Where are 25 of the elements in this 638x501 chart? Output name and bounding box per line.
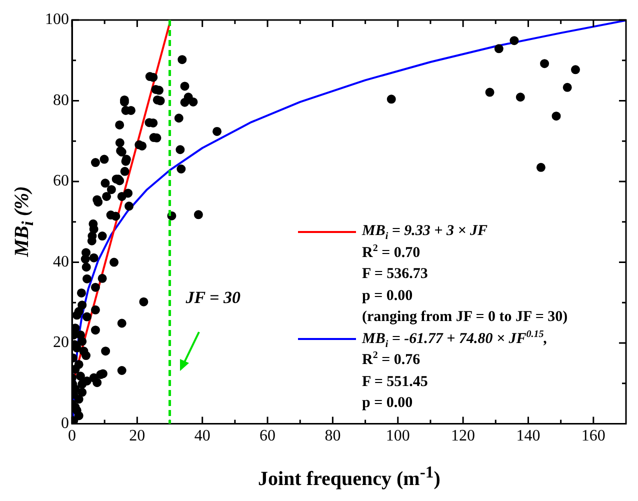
annotation: (ranging from JF = 0 to JF = 30)	[361, 308, 568, 327]
x-tick-label: 140	[516, 428, 540, 445]
x-tick-label: 80	[324, 428, 341, 445]
annotation: p = 0.00	[361, 394, 414, 413]
x-tick-label: 100	[386, 428, 410, 445]
x-tick-label: 40	[194, 428, 210, 445]
annotation: F = 536.73	[361, 265, 429, 284]
legend-label: MB$_{i}$ = -61.77 + 74.80 × JF$^{0.15}$,	[362, 328, 548, 350]
x-axis-title: Joint frequency (m$^{-1}$)	[258, 462, 440, 491]
ref-line-label: JF = 30	[186, 288, 240, 308]
annotation: F = 551.45	[361, 372, 429, 392]
y-tick-label: 60	[53, 172, 69, 190]
y-tick-label: 40	[53, 253, 69, 270]
x-tick-label: 20	[129, 428, 146, 445]
x-tick-label: 60	[260, 428, 276, 445]
annotation: R$^{2}$ = 0.70	[361, 242, 422, 262]
annotation: p = 0.00	[361, 286, 414, 306]
y-tick-label: 100	[45, 11, 69, 28]
annotation: R$^{2}$ = 0.76	[361, 350, 422, 370]
x-tick-label: 160	[581, 428, 606, 445]
y-tick-label: 80	[53, 92, 69, 109]
y-tick-label: 0	[61, 415, 69, 432]
legend-label: MB$_{i}$ = 9.33 + 3 × JF	[362, 222, 488, 242]
x-tick-label: 120	[451, 428, 476, 445]
y-tick-label: 20	[53, 334, 69, 352]
